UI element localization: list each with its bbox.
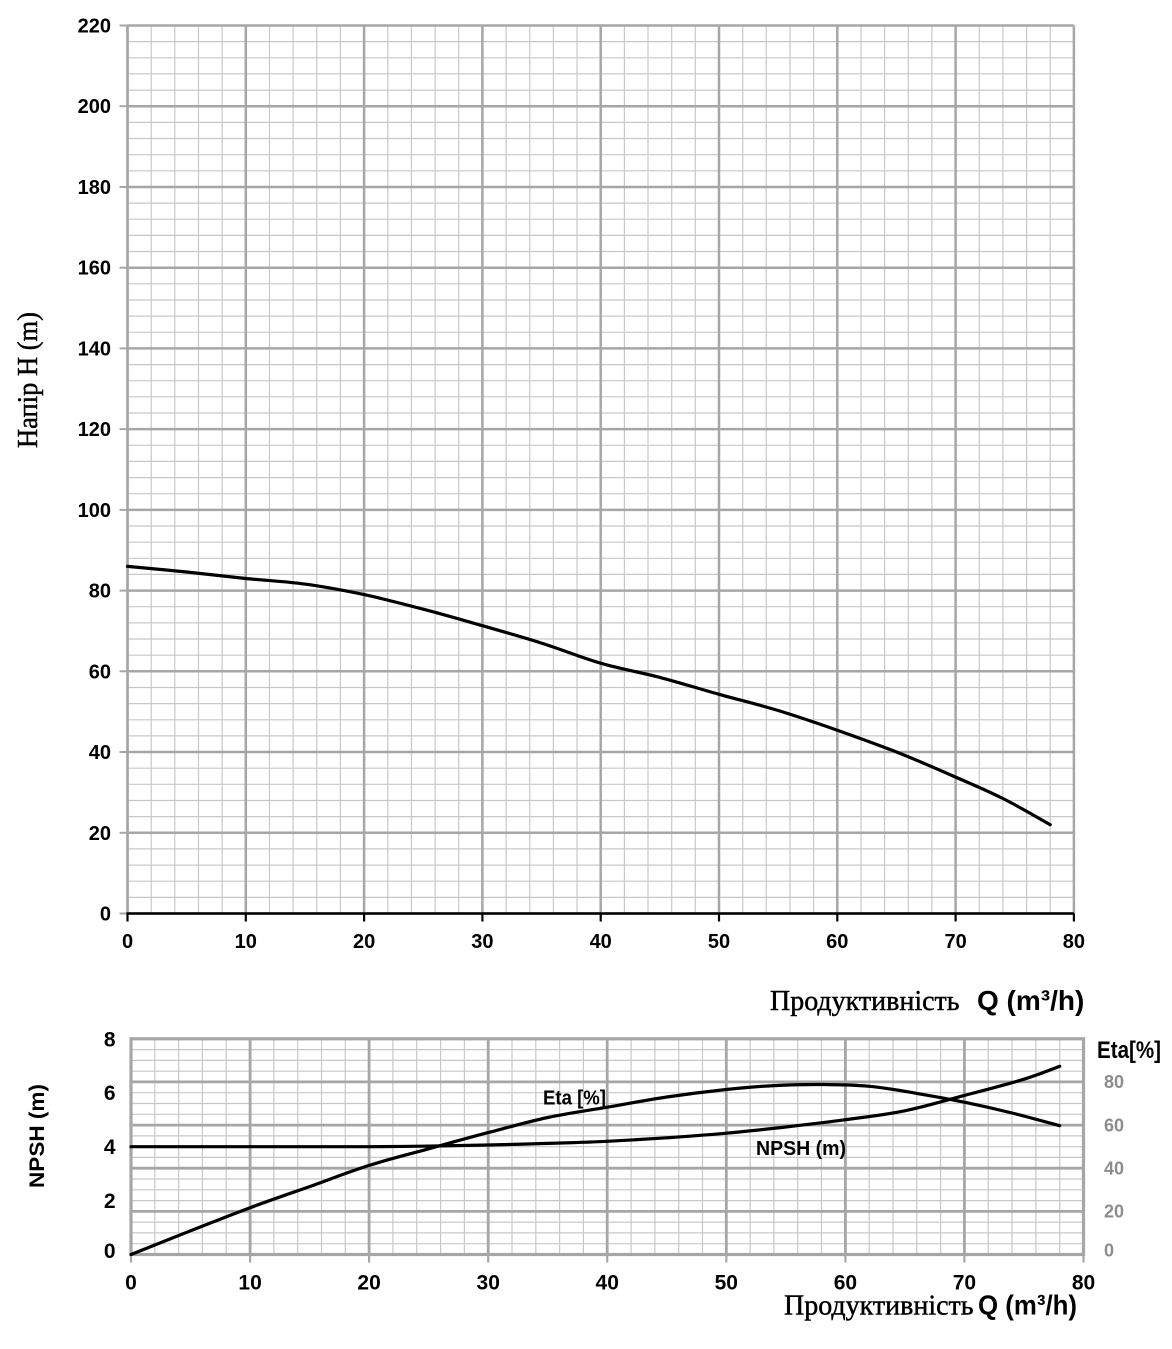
svg-text:120: 120: [78, 419, 111, 441]
svg-text:80: 80: [1104, 1072, 1124, 1092]
svg-text:2: 2: [104, 1190, 116, 1213]
svg-text:Q (m³/h): Q (m³/h): [977, 985, 1084, 1016]
svg-text:0: 0: [122, 931, 133, 953]
svg-text:40: 40: [89, 742, 111, 764]
svg-text:0: 0: [1104, 1240, 1114, 1260]
svg-text:Eta[%]: Eta[%]: [1097, 1037, 1161, 1064]
svg-text:Напір H (m): Напір H (m): [13, 312, 44, 448]
svg-text:50: 50: [715, 1272, 738, 1295]
svg-text:180: 180: [78, 177, 111, 199]
svg-text:30: 30: [471, 931, 493, 953]
svg-text:160: 160: [78, 258, 111, 280]
svg-text:NPSH (m): NPSH (m): [26, 1084, 49, 1188]
svg-text:40: 40: [596, 1272, 619, 1295]
svg-text:Продуктивність: Продуктивність: [770, 986, 960, 1017]
svg-text:20: 20: [353, 931, 375, 953]
svg-text:200: 200: [78, 96, 111, 118]
svg-text:6: 6: [104, 1082, 116, 1105]
svg-text:50: 50: [708, 931, 730, 953]
svg-text:40: 40: [1104, 1159, 1124, 1179]
svg-text:70: 70: [944, 931, 966, 953]
svg-text:4: 4: [104, 1136, 116, 1159]
svg-text:60: 60: [1104, 1115, 1124, 1135]
svg-text:60: 60: [826, 931, 848, 953]
svg-text:80: 80: [89, 581, 111, 603]
svg-text:20: 20: [357, 1272, 380, 1295]
svg-text:60: 60: [89, 661, 111, 683]
svg-text:0: 0: [100, 904, 111, 926]
svg-text:Q (m³/h): Q (m³/h): [978, 1290, 1077, 1321]
svg-text:80: 80: [1063, 931, 1085, 953]
svg-text:NPSH (m): NPSH (m): [756, 1138, 846, 1160]
svg-text:0: 0: [125, 1272, 137, 1295]
svg-text:60: 60: [834, 1272, 857, 1295]
svg-text:40: 40: [590, 931, 612, 953]
svg-text:Eta [%]: Eta [%]: [543, 1088, 606, 1110]
svg-text:140: 140: [78, 338, 111, 360]
svg-text:10: 10: [235, 931, 257, 953]
svg-text:Продуктивність: Продуктивність: [784, 1291, 974, 1322]
svg-text:20: 20: [1104, 1202, 1124, 1222]
svg-text:0: 0: [104, 1240, 116, 1263]
svg-text:8: 8: [104, 1028, 116, 1051]
svg-text:80: 80: [1072, 1272, 1095, 1295]
svg-text:10: 10: [238, 1272, 261, 1295]
svg-text:70: 70: [953, 1272, 976, 1295]
svg-text:30: 30: [477, 1272, 500, 1295]
svg-text:220: 220: [78, 16, 111, 38]
svg-text:100: 100: [78, 500, 111, 522]
svg-text:20: 20: [89, 823, 111, 845]
